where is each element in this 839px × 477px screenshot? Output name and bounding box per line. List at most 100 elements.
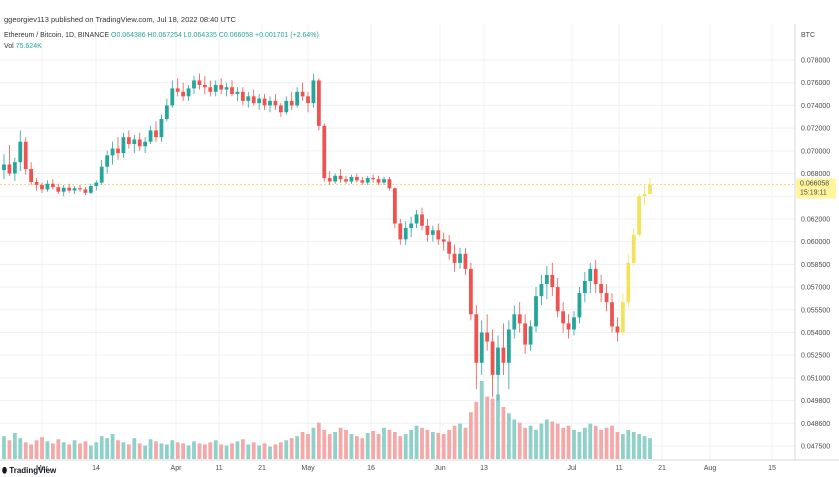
candle-body	[376, 179, 381, 183]
candle	[544, 265, 549, 300]
volume-bar	[371, 430, 376, 459]
candle-body	[289, 100, 294, 106]
candle-body	[420, 214, 424, 226]
candle	[474, 305, 479, 390]
candle	[626, 253, 631, 309]
candle-body	[273, 100, 278, 106]
candle-body	[56, 187, 61, 192]
candle-body	[78, 188, 82, 190]
candle-body	[316, 80, 321, 126]
candle	[582, 271, 587, 303]
candle	[240, 87, 245, 106]
candle	[126, 130, 131, 149]
candle-body	[468, 268, 473, 315]
candle-body	[349, 176, 354, 182]
volume-bar	[615, 431, 620, 459]
candle	[72, 186, 77, 194]
candle-body	[588, 268, 593, 282]
volume-bar	[392, 431, 397, 459]
candle	[458, 247, 462, 269]
time-tick-label: 11	[615, 465, 622, 472]
candle	[371, 174, 376, 183]
volume-bar	[88, 445, 93, 459]
candle-body	[441, 239, 446, 242]
candle	[45, 180, 50, 192]
candle	[501, 323, 506, 375]
time-tick-label: Aug	[704, 465, 717, 472]
candle	[420, 207, 424, 231]
candle-body	[360, 180, 365, 183]
volume-bar	[572, 429, 576, 459]
current-price-tag: 0.066058 15:19:11	[796, 178, 836, 199]
candle-body	[45, 183, 50, 190]
volume-bar	[2, 436, 6, 459]
publisher-line: ggeorgiev113 published on TradingView.co…	[4, 15, 236, 24]
volume-bar	[170, 440, 175, 459]
candle	[572, 311, 576, 336]
volume-bar	[137, 443, 142, 459]
candle-body	[539, 284, 544, 297]
price-tick-label: 0.060000	[801, 239, 830, 246]
candle	[387, 176, 392, 191]
candle-body	[23, 141, 28, 169]
volume-bar	[620, 434, 625, 459]
time-tick-label: 14	[92, 465, 100, 472]
volume-bar	[83, 441, 88, 459]
candle	[67, 183, 72, 193]
candle-body	[474, 314, 479, 363]
candle-body	[354, 176, 359, 181]
candle	[99, 159, 104, 185]
volume-bar	[447, 429, 452, 459]
symbol-name[interactable]: Ethereum / Bitcoin, 1D, BINANCE	[4, 32, 110, 39]
candle	[197, 73, 202, 90]
candle	[143, 137, 148, 154]
candle-body	[327, 178, 332, 182]
candle-body	[300, 91, 305, 97]
candle-body	[181, 91, 186, 97]
price-tick-label: 0.051000	[801, 375, 830, 382]
volume-bar	[338, 427, 343, 459]
volume-bar	[458, 423, 462, 459]
candle-body	[561, 311, 566, 324]
candle-body	[333, 175, 338, 182]
volume-bar	[322, 429, 327, 459]
candle	[230, 80, 234, 97]
candle	[192, 75, 196, 95]
volume-bar	[78, 443, 82, 459]
candle	[382, 176, 386, 185]
candle-body	[637, 196, 642, 235]
candle-body	[430, 230, 435, 235]
candle	[436, 223, 441, 245]
candle-body	[148, 130, 153, 142]
candle-body	[278, 105, 283, 113]
volume-bar	[550, 421, 555, 459]
volume-bar	[192, 441, 196, 459]
volume-bar	[409, 429, 414, 459]
candle	[392, 187, 397, 229]
volume-bar	[360, 438, 365, 459]
candle-body	[94, 182, 99, 187]
candle	[425, 218, 430, 242]
candle	[175, 78, 180, 97]
volume-bar	[333, 431, 338, 459]
volume-bar	[539, 423, 544, 459]
candle	[213, 80, 218, 97]
candle-body	[110, 148, 115, 156]
volume-bar	[121, 442, 126, 459]
price-tick-label: 0.055500	[801, 307, 830, 314]
candle-body	[610, 302, 614, 327]
volume-bar	[593, 425, 598, 459]
candle	[403, 221, 408, 245]
candle-body	[572, 317, 576, 330]
candle-body	[29, 168, 34, 183]
candle	[333, 173, 338, 184]
time-tick-label: 13	[480, 465, 488, 472]
price-tick-label: 0.070000	[801, 148, 830, 155]
candle	[159, 114, 164, 142]
candle	[496, 335, 500, 401]
candle-body	[192, 80, 196, 89]
candle	[566, 314, 571, 339]
volume-bar	[181, 443, 186, 459]
candle	[273, 94, 278, 110]
candle	[300, 82, 305, 101]
